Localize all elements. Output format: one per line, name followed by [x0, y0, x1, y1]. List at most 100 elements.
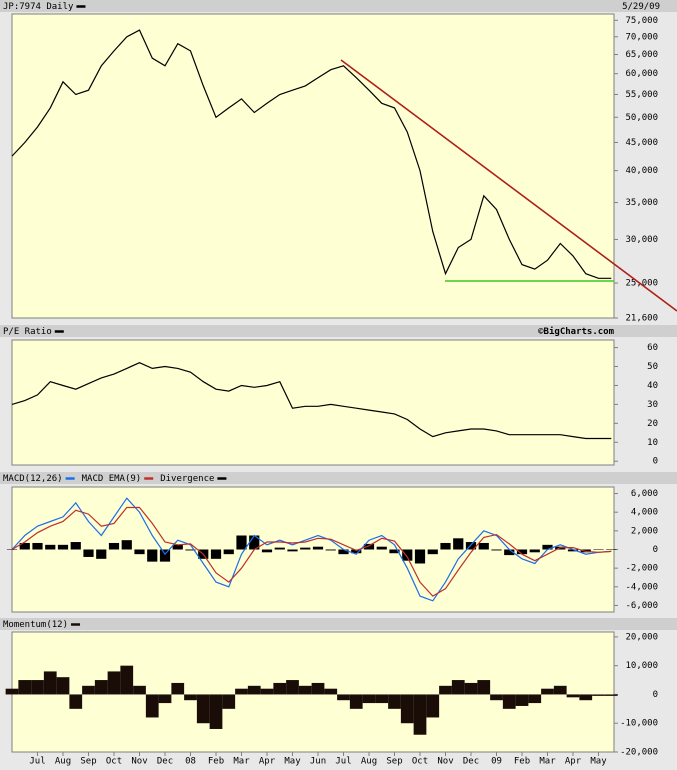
y-tick-label: 40 — [647, 381, 658, 391]
y-tick-label: 40,000 — [625, 166, 658, 176]
bar — [491, 549, 502, 551]
y-tick-label: 60,000 — [625, 69, 658, 79]
x-tick-label: Mar — [539, 757, 556, 767]
bar — [477, 680, 491, 695]
bar — [82, 685, 95, 695]
bar — [375, 694, 389, 704]
series-line — [11, 506, 612, 597]
bar — [351, 549, 362, 554]
bar — [465, 542, 477, 550]
x-tick-label: Jun — [310, 757, 326, 767]
bar — [363, 543, 375, 550]
bar — [402, 549, 413, 561]
y-tick-label: 70,000 — [625, 32, 658, 42]
x-tick-label: Nov — [437, 757, 453, 767]
bar — [6, 549, 18, 550]
bar — [553, 685, 567, 695]
x-tick-label: Apr — [259, 757, 276, 767]
x-tick-label: Aug — [55, 757, 71, 767]
bar — [427, 549, 438, 555]
bar — [32, 542, 43, 550]
y-tick-label: 2,000 — [631, 526, 658, 536]
bar — [121, 540, 132, 550]
y-tick-label: 0 — [653, 690, 658, 700]
bar — [606, 549, 617, 550]
x-tick-label: Jul — [335, 757, 351, 767]
bar — [210, 549, 222, 559]
y-tick-label: 75,000 — [625, 16, 658, 26]
bar — [45, 544, 56, 550]
bar — [120, 665, 134, 695]
y-tick-label: 10,000 — [625, 661, 658, 671]
bar — [413, 694, 427, 735]
panel-header — [0, 618, 677, 630]
bar — [56, 677, 70, 695]
bar — [134, 549, 145, 555]
bar — [311, 682, 325, 695]
y-tick-label: 45,000 — [625, 138, 658, 148]
bar — [300, 547, 311, 550]
bar — [464, 682, 478, 695]
bar — [453, 538, 464, 550]
bar — [31, 680, 44, 695]
y-tick-label: 4,000 — [631, 508, 658, 518]
bar — [502, 694, 516, 709]
bar — [171, 682, 185, 695]
bar — [83, 549, 94, 557]
bar — [439, 685, 452, 695]
bar — [400, 694, 414, 724]
bar — [451, 680, 465, 695]
x-tick-label: Dec — [463, 757, 479, 767]
y-tick-label: 50 — [647, 362, 658, 372]
bar — [440, 542, 451, 550]
x-tick-label: Sep — [80, 757, 96, 767]
bar — [504, 549, 515, 556]
y-tick-label: 65,000 — [625, 50, 658, 60]
x-tick-label: Sep — [386, 757, 402, 767]
series-line — [11, 362, 612, 440]
legend-label: Momentum(12) — [3, 620, 68, 630]
bar — [349, 694, 363, 709]
y-tick-label: 55,000 — [625, 90, 658, 100]
y-tick-label: 50,000 — [625, 113, 658, 123]
bar — [247, 685, 261, 695]
x-tick-label: Feb — [514, 757, 530, 767]
y-tick-label: 20 — [647, 419, 658, 429]
x-tick-label: Oct — [412, 757, 428, 767]
bar — [69, 694, 83, 709]
y-tick-label: 0 — [653, 457, 658, 467]
x-tick-label: Jul — [29, 757, 45, 767]
bar — [541, 688, 554, 695]
y-tick-label: -6,000 — [625, 601, 658, 611]
y-tick-label: 30 — [647, 400, 658, 410]
x-tick-label: Dec — [157, 757, 173, 767]
bar — [274, 547, 285, 550]
plot-area — [11, 13, 615, 319]
y-tick-label: 20,000 — [625, 632, 658, 642]
bar — [43, 671, 57, 695]
bar — [312, 546, 324, 550]
y-tick-label: -4,000 — [625, 582, 658, 592]
bar — [133, 685, 146, 695]
bar — [298, 685, 312, 695]
bar — [249, 535, 260, 550]
bar — [478, 542, 489, 550]
trend-line — [340, 59, 677, 312]
bar — [261, 549, 273, 553]
y-tick-label: 25,000 — [625, 279, 658, 289]
bar — [593, 549, 604, 550]
bar — [57, 544, 69, 550]
series-line — [11, 29, 612, 279]
x-tick-label: 08 — [185, 757, 196, 767]
bar — [567, 549, 579, 552]
bar — [107, 671, 121, 695]
y-tick-label: 6,000 — [631, 489, 658, 499]
bar — [18, 680, 32, 695]
panel-header — [0, 325, 677, 337]
panel-header — [0, 0, 677, 12]
bar — [147, 549, 158, 562]
x-tick-label: Feb — [208, 757, 224, 767]
x-tick-label: Mar — [233, 757, 250, 767]
bar — [426, 694, 440, 718]
bar — [325, 549, 336, 551]
